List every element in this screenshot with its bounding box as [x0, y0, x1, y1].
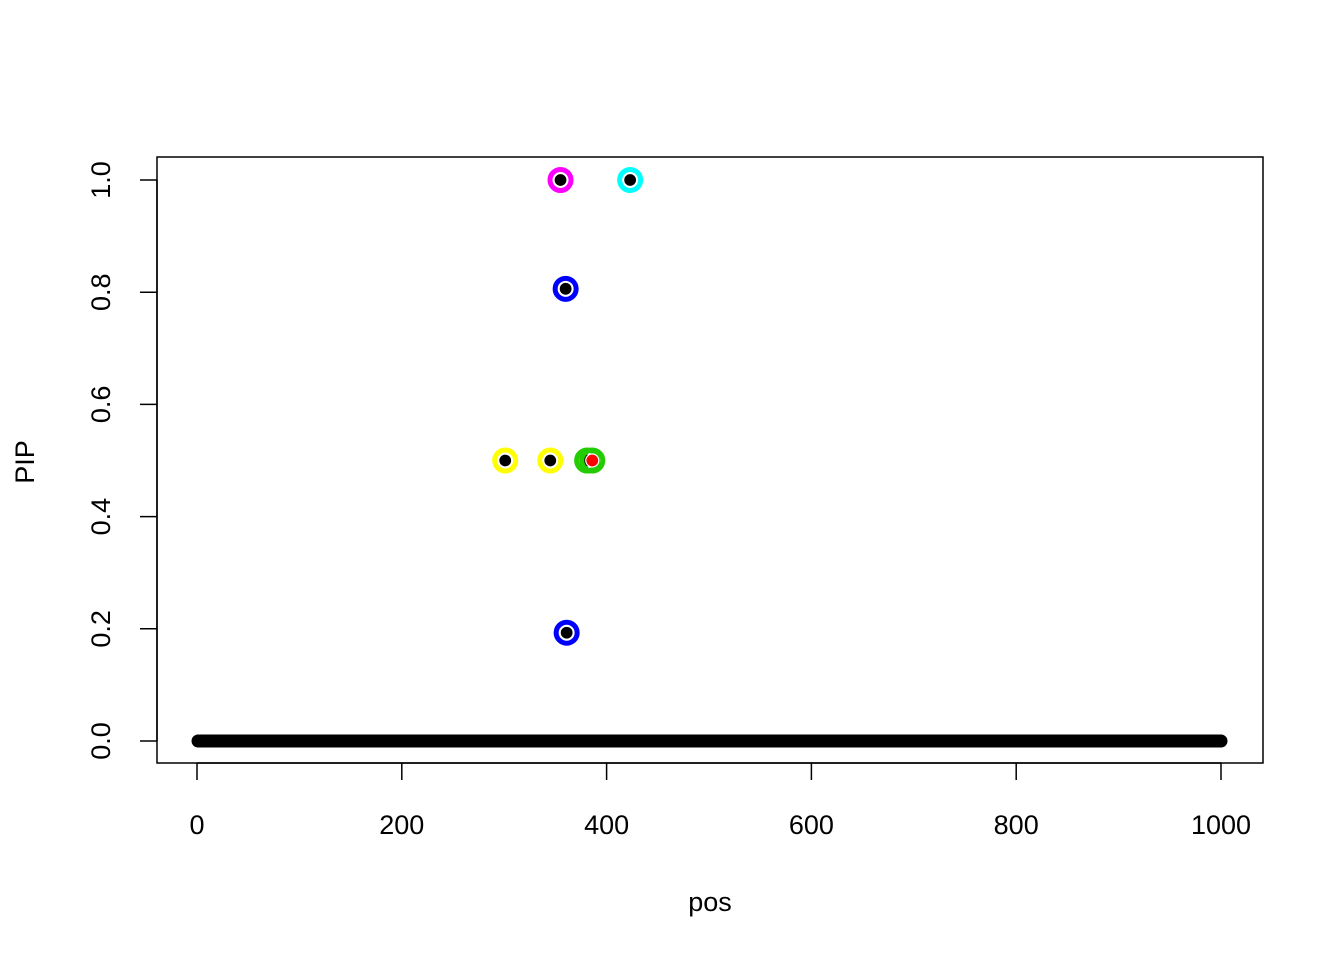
data-point — [1214, 734, 1228, 748]
data-point — [623, 172, 638, 188]
data-point — [585, 453, 600, 468]
y-tick-label: 0.4 — [86, 498, 116, 536]
y-tick-label: 0.6 — [86, 386, 116, 424]
x-tick-label: 1000 — [1191, 810, 1251, 840]
data-point — [543, 453, 558, 468]
credible-set-ring — [547, 167, 574, 193]
x-tick-label: 0 — [189, 810, 204, 840]
data-point — [553, 172, 568, 188]
y-tick-label: 0.2 — [86, 610, 116, 648]
x-tick-label: 800 — [994, 810, 1039, 840]
x-tick-label: 600 — [789, 810, 834, 840]
y-axis-label: PIP — [10, 440, 40, 484]
credible-set-ring — [552, 275, 579, 302]
credible-set-ring — [617, 167, 644, 193]
data-point — [498, 453, 513, 468]
credible-set-ring — [553, 619, 580, 646]
credible-set-ring — [579, 447, 606, 474]
y-tick-label: 0.0 — [86, 722, 116, 760]
y-tick-label: 1.0 — [86, 161, 116, 199]
credible-set-ring — [492, 447, 519, 474]
data-point — [558, 281, 573, 296]
x-axis-label: pos — [688, 887, 732, 917]
x-tick-label: 400 — [584, 810, 629, 840]
x-tick-label: 200 — [379, 810, 424, 840]
plot-frame — [156, 156, 1264, 764]
y-tick-label: 0.8 — [86, 273, 116, 311]
data-point — [559, 625, 574, 640]
credible-set-ring — [537, 447, 564, 474]
